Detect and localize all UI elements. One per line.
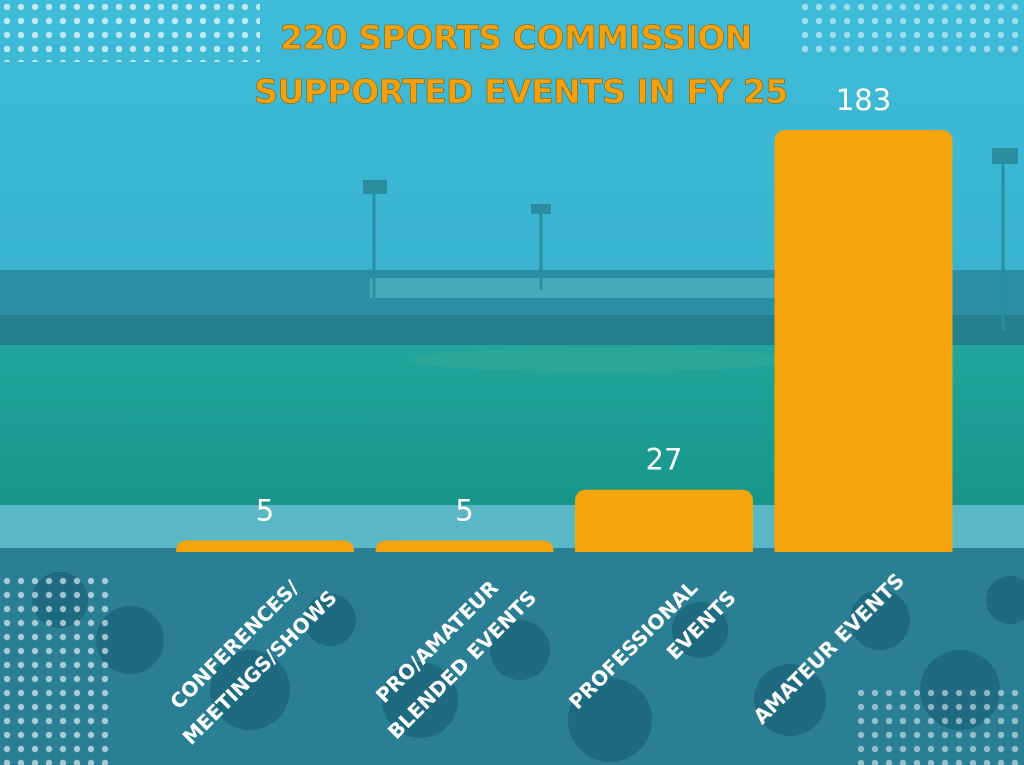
- bars-group: [176, 130, 953, 552]
- chart-title-line-1: 220 SPORTS COMMISSION: [280, 18, 752, 57]
- bar-2: [575, 489, 753, 552]
- bar-1: [375, 540, 554, 552]
- bar-3: [774, 130, 953, 552]
- value-label-1: 5: [455, 493, 473, 527]
- value-label-0: 5: [256, 493, 274, 527]
- chart-title-line-2: SUPPORTED EVENTS IN FY 25: [254, 72, 788, 111]
- value-label-2: 27: [646, 443, 683, 477]
- value-label-3: 183: [836, 83, 891, 117]
- bar-0: [176, 540, 354, 552]
- value-labels-group: 5 5 27 183: [256, 83, 891, 527]
